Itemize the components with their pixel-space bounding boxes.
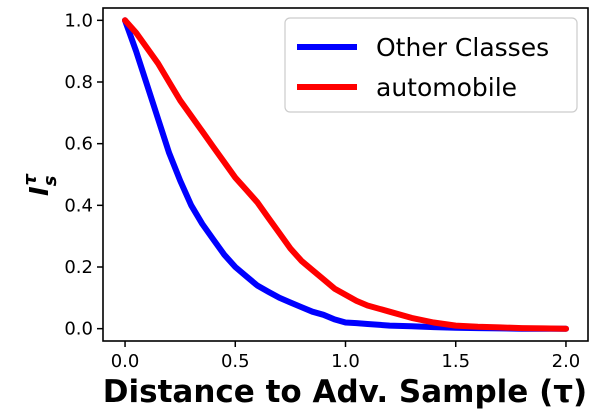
- series-line-automobile: [122, 17, 569, 332]
- y-tick-label: 0.2: [64, 257, 93, 278]
- y-axis-ticks: 0.0 0.2 0.4 0.6 0.8 1.0: [64, 10, 103, 340]
- y-axis-label-main: I: [25, 186, 55, 196]
- x-axis-ticks: 0.0 0.5 1.0 1.5 2.0: [111, 341, 581, 372]
- plot-lines: [122, 17, 569, 332]
- y-tick-label: 0.8: [64, 72, 93, 93]
- x-tick-label: 1.5: [441, 351, 470, 372]
- legend-box: [284, 17, 578, 113]
- y-axis-label: Isτ: [20, 174, 61, 196]
- legend-label-automobile: automobile: [376, 73, 517, 102]
- legend: Other Classes automobile: [284, 17, 578, 113]
- x-tick-label: 1.0: [331, 351, 360, 372]
- x-tick-label: 0.0: [111, 351, 140, 372]
- y-tick-label: 0.0: [64, 319, 93, 340]
- svg-text:Isτ: Isτ: [20, 174, 61, 196]
- y-axis-label-sub: s: [40, 175, 61, 186]
- legend-label-other-classes: Other Classes: [376, 33, 549, 62]
- y-tick-label: 1.0: [64, 10, 93, 31]
- y-axis-label-sup: τ: [20, 174, 41, 186]
- y-tick-label: 0.6: [64, 134, 93, 155]
- x-tick-label: 0.5: [221, 351, 250, 372]
- x-tick-label: 2.0: [552, 351, 581, 372]
- x-axis-label: Distance to Adv. Sample (τ): [103, 374, 587, 410]
- y-tick-label: 0.4: [64, 195, 93, 216]
